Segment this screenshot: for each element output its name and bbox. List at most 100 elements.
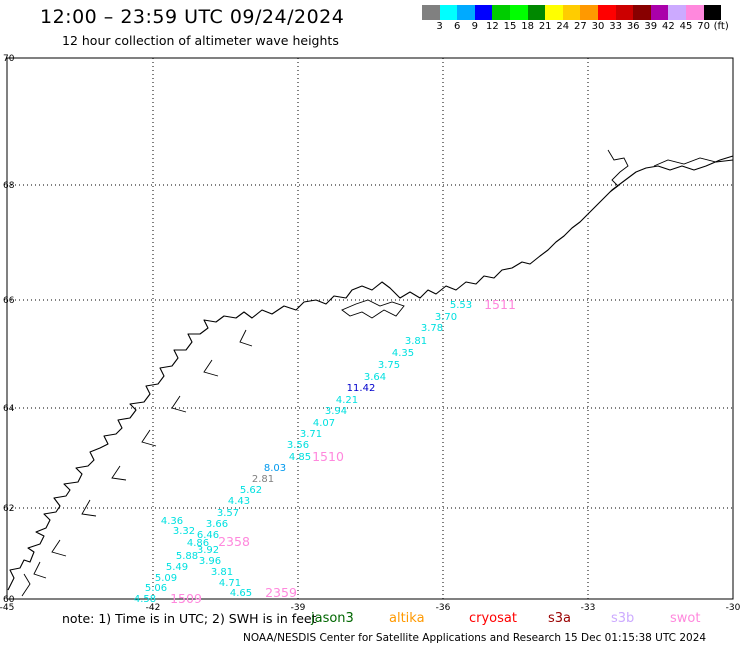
wave-height-label: 3.94	[325, 406, 347, 417]
satellite-legend-jason3: jason3	[311, 611, 354, 626]
latitude-tick-label: 66	[3, 296, 15, 306]
wave-height-label: 3.96	[199, 556, 221, 567]
wave-height-label: 3.78	[421, 323, 443, 334]
inland-coast-detail	[21, 149, 734, 597]
longitude-tick-label: -39	[291, 603, 306, 613]
colorbar-label: 3	[436, 21, 443, 32]
colorbar-label: 18	[521, 21, 534, 32]
latitude-tick-label: 60	[3, 595, 15, 605]
wave-height-label: 5.49	[166, 562, 188, 573]
colorbar-label: 15	[503, 21, 517, 32]
wave-height-label: 3.70	[435, 312, 457, 323]
wave-height-label: 4.35	[392, 348, 414, 359]
wave-height-label: 3.75	[378, 360, 400, 371]
greenland-coastline	[7, 155, 734, 591]
pass-time-label: 1510	[312, 449, 344, 464]
wave-height-label: 4.86	[187, 538, 209, 549]
wave-height-label: 4.85	[289, 452, 311, 463]
plot-title: 12:00 – 23:59 UTC 09/24/2024	[40, 6, 345, 28]
wave-height-label: 5.53	[450, 300, 472, 311]
colorbar-label: 9	[471, 21, 478, 32]
colorbar-label: 21	[538, 21, 552, 32]
colorbar-label: 33	[609, 21, 622, 32]
wave-height-label: 5.09	[155, 573, 177, 584]
map-frame	[6, 57, 734, 600]
longitude-tick-label: -33	[581, 603, 596, 613]
wave-height-label: 3.71	[300, 429, 322, 440]
wave-height-label: 8.03	[264, 463, 286, 474]
wave-height-label: 4.71	[219, 578, 241, 589]
wave-height-label: 4.65	[230, 588, 252, 599]
colorbar-label: 12	[486, 21, 499, 32]
wave-height-label: 4.36	[161, 516, 183, 527]
latitude-tick-label: 70	[3, 54, 15, 64]
colorbar-swatch	[545, 5, 563, 20]
colorbar-swatch	[457, 5, 475, 20]
longitude-tick-label: -30	[726, 603, 740, 613]
colorbar-swatch	[474, 5, 493, 20]
colorbar-label: 24	[556, 21, 570, 32]
wave-height-label: 3.81	[405, 336, 427, 347]
colorbar-swatch	[633, 5, 651, 20]
colorbar-swatch	[703, 5, 722, 20]
wave-height-label: 4.58	[134, 594, 156, 605]
colorbar-swatch	[509, 5, 528, 20]
colorbar-label: 70	[697, 21, 710, 32]
pass-time-labels: 1511 1510 2358 1509 2359	[170, 297, 516, 606]
colorbar-swatch	[422, 5, 440, 20]
plot-subtitle: 12 hour collection of altimeter wave hei…	[62, 33, 339, 48]
colorbar-swatch	[580, 5, 598, 20]
wave-height-label: 5.88	[176, 551, 198, 562]
wave-height-label: 2.81	[252, 474, 274, 485]
wave-height-labels: 5.533.703.783.814.353.753.6411.424.213.9…	[134, 300, 472, 605]
satellite-legend-s3b: s3b	[611, 611, 635, 626]
colorbar-swatch	[685, 5, 704, 20]
colorbar-swatch	[562, 5, 581, 20]
longitude-tick-label: -36	[436, 603, 451, 613]
colorbar-label: 36	[626, 21, 640, 32]
colorbar-swatch	[650, 5, 669, 20]
colorbar-label: 39	[644, 21, 658, 32]
pass-time-label: 1509	[170, 591, 202, 606]
wave-height-label: 5.62	[240, 485, 262, 496]
wave-height-label: 4.43	[228, 496, 250, 507]
latitude-tick-label: 68	[3, 181, 15, 191]
wave-height-label: 3.56	[287, 440, 309, 451]
longitude-tick-label: -42	[146, 603, 161, 613]
footer-note: note: 1) Time is in UTC; 2) SWH is in fe…	[62, 611, 317, 626]
satellite-legend-swot: swot	[670, 611, 701, 626]
wave-height-label: 3.66	[206, 519, 228, 530]
wave-height-label: 3.81	[211, 567, 233, 578]
wave-height-label: 4.21	[336, 395, 358, 406]
wave-height-label: 11.42	[347, 383, 376, 394]
longitude-tick-label: -45	[0, 603, 14, 613]
colorbar-swatch	[492, 5, 510, 20]
colorbar-swatch	[527, 5, 546, 20]
satellite-legend-s3a: s3a	[548, 611, 572, 626]
colorbar-label: (ft)	[713, 21, 729, 32]
wave-height-label: 4.07	[313, 418, 335, 429]
wave-height-label: 6.46	[197, 530, 219, 541]
colorbar-swatch	[668, 5, 686, 20]
wave-height-label: 3.57	[217, 508, 239, 519]
pass-time-label: 2359	[265, 585, 297, 600]
colorbar-swatch	[439, 5, 458, 20]
wave-height-label: 3.32	[173, 526, 195, 537]
colorbar-label: 42	[662, 21, 675, 32]
satellite-legend-cryosat: cryosat	[469, 611, 517, 626]
wave-height-label: 5.06	[145, 583, 167, 594]
latitude-tick-label: 64	[3, 404, 15, 414]
pass-time-label: 1511	[484, 297, 516, 312]
colorbar-label: 27	[574, 21, 587, 32]
colorbar-label: 6	[454, 21, 461, 32]
colorbar-swatch	[597, 5, 616, 20]
colorbar	[422, 5, 722, 21]
colorbar-label: 30	[591, 21, 605, 32]
credit-line: NOAA/NESDIS Center for Satellite Applica…	[243, 632, 707, 644]
pass-time-label: 2358	[218, 534, 250, 549]
colorbar-swatch	[615, 5, 634, 20]
wave-height-label: 3.92	[197, 545, 219, 556]
satellite-legend-altika: altika	[389, 611, 425, 626]
latitude-tick-label: 62	[3, 504, 14, 514]
